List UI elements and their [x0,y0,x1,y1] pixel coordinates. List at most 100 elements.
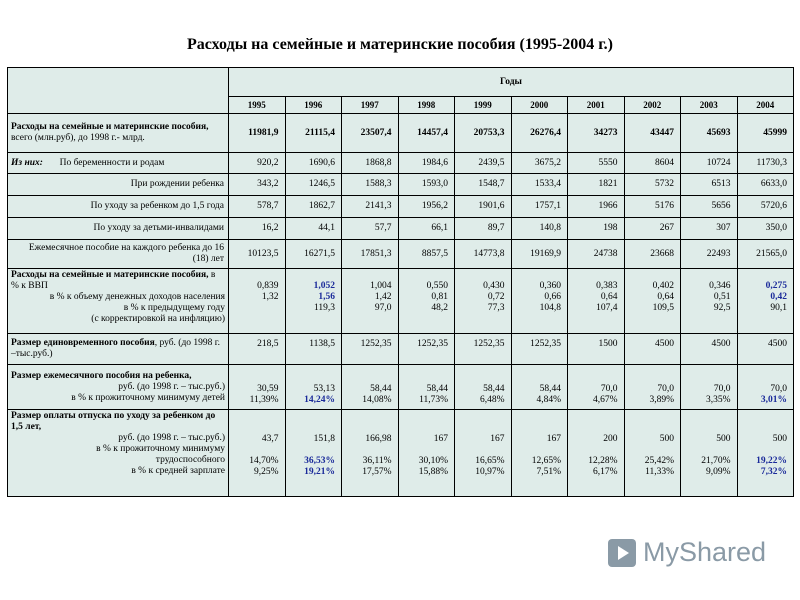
value-cell: 218,5 [228,333,286,365]
value-cell: 58,44 6,48% [454,364,512,410]
value-cell: 5732 [623,173,681,196]
value-cell: 19169,9 [510,239,568,269]
year-header: 1995 [228,96,286,114]
value-cell: 0,275 0,42 90,1 [736,268,795,334]
value-cell: 58,44 14,08% [341,364,399,410]
value-cell: 1862,7 [284,195,342,218]
value-cell: 267 [623,217,681,240]
value-cell: 1868,8 [341,152,399,174]
value-cell: 16,2 [228,217,286,240]
value-cell: 57,7 [341,217,399,240]
row-label: Расходы на семейные и материнские пособи… [7,268,229,334]
value-cell: 45999 [736,113,795,153]
value-cell: 1252,35 [341,333,399,365]
value-cell: 23668 [623,239,681,269]
value-cell: 14457,4 [397,113,455,153]
value-cell: 1690,6 [284,152,342,174]
value-cell: 5176 [623,195,681,218]
year-header: 2002 [623,96,681,114]
page-title: Расходы на семейные и материнские пособи… [187,36,613,53]
value-cell: 1757,1 [510,195,568,218]
value-cell: 70,0 4,67% [567,364,625,410]
value-cell: 1821 [567,173,625,196]
value-cell: 1588,3 [341,173,399,196]
row-label: По уходу за детьми-инвалидами [7,217,229,240]
value-cell: 58,44 11,73% [397,364,455,410]
year-header: 2000 [510,96,568,114]
value-cell: 343,2 [228,173,286,196]
benefits-table: Годы 1995 1996 1997 1998 1999 2000 2001 2002 2003… [7,67,795,497]
value-cell: 0,839 1,32 [228,268,286,334]
value-cell: 1533,4 [510,173,568,196]
year-header: 2004 [736,96,795,114]
value-cell: 0,430 0,72 77,3 [454,268,512,334]
value-cell: 1246,5 [284,173,342,196]
value-cell: 34273 [567,113,625,153]
value-cell: 70,0 3,89% [623,364,681,410]
value-cell: 1252,35 [454,333,512,365]
value-cell: 920,2 [228,152,286,174]
table-row-pct: Расходы на семейные и материнские пособи… [7,268,795,334]
table-row-monthly: Размер ежемесячного пособия на ребенка, … [7,364,795,410]
watermark: MyShared [607,537,766,568]
value-cell: 30,59 11,39% [228,364,286,410]
value-cell: 58,44 4,84% [510,364,568,410]
value-cell: 70,0 3,01% [736,364,795,410]
value-cell: 140,8 [510,217,568,240]
value-cell: 1548,7 [454,173,512,196]
value-cell: 66,1 [397,217,455,240]
value-cell: 198 [567,217,625,240]
value-cell: 307 [680,217,738,240]
years-group-header: Годы [227,67,795,97]
value-cell: 0,360 0,66 104,8 [510,268,568,334]
value-cell: 2439,5 [454,152,512,174]
value-cell: 1901,6 [454,195,512,218]
value-cell: 1956,2 [397,195,455,218]
value-cell: 5656 [680,195,738,218]
value-cell: 4500 [736,333,795,365]
value-cell: 6513 [680,173,738,196]
table-row-total: Расходы на семейные и материнские пособи… [7,113,795,153]
value-cell: 0,402 0,64 109,5 [623,268,681,334]
year-header: 1996 [284,96,342,114]
year-header: 2003 [680,96,738,114]
watermark-text: MyShared [643,537,767,567]
value-cell: 16271,5 [284,239,342,269]
value-cell: 500 19,22% 7,32% [736,409,795,497]
value-cell: 5550 [567,152,625,174]
value-cell: 8857,5 [397,239,455,269]
value-cell: 89,7 [454,217,512,240]
table-row-leave: Размер оплаты отпуска по уходу за ребенк… [7,409,795,497]
value-cell: 26276,4 [510,113,568,153]
row-label: Расходы на семейные и материнские пособи… [7,113,229,153]
value-cell: 8604 [623,152,681,174]
value-cell: 0,550 0,81 48,2 [397,268,455,334]
value-cell: 11981,9 [228,113,286,153]
table-row-lump: Размер единовременного пособия, руб. (до… [7,333,795,365]
value-cell: 5720,6 [736,195,795,218]
myshared-logo-icon [608,538,636,567]
value-cell: 166,98 36,11% 17,57% [341,409,399,497]
value-cell: 10123,5 [228,239,286,269]
value-cell: 1966 [567,195,625,218]
value-cell: 44,1 [284,217,342,240]
value-cell: 1500 [567,333,625,365]
value-cell: 20753,3 [454,113,512,153]
row-label: По уходу за ребенком до 1,5 года [7,195,229,218]
value-cell: 4500 [680,333,738,365]
row-label: Размер ежемесячного пособия на ребенка, … [7,364,229,410]
value-cell: 24738 [567,239,625,269]
row-label: При рождении ребенка [7,173,229,196]
value-cell: 1984,6 [397,152,455,174]
value-cell: 500 25,42% 11,33% [623,409,681,497]
value-cell: 167 12,65% 7,51% [510,409,568,497]
value-cell: 1593,0 [397,173,455,196]
row-label: Ежемесячное пособие на каждого ребенка д… [7,239,229,269]
value-cell: 17851,3 [341,239,399,269]
value-cell: 0,383 0,64 107,4 [567,268,625,334]
value-cell: 2141,3 [341,195,399,218]
value-cell: 10724 [680,152,738,174]
value-cell: 500 21,70% 9,09% [680,409,738,497]
table-row-care15: По уходу за ребенком до 1,5 года 578,7 186… [7,195,795,218]
value-cell: 350,0 [736,217,795,240]
